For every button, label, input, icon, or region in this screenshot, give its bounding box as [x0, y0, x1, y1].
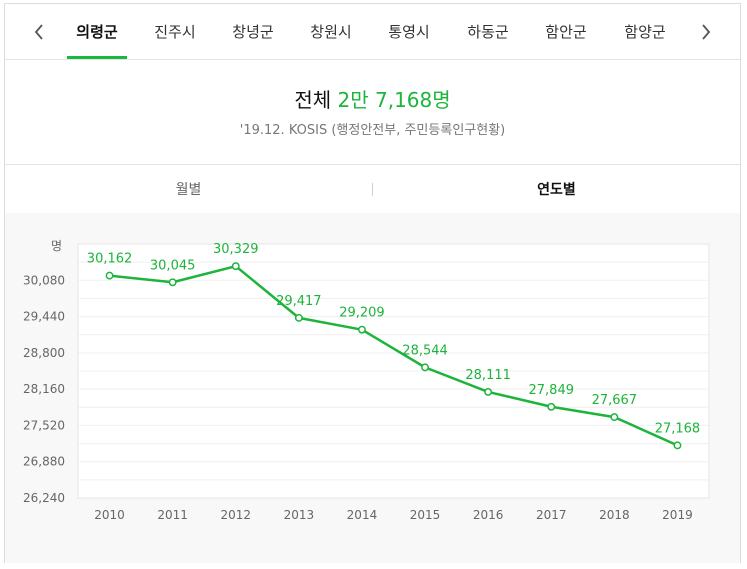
data-point: [105, 271, 114, 280]
y-tick-label: 30,080: [23, 273, 65, 287]
tab-region-4[interactable]: 통영시: [388, 23, 430, 41]
x-tick-label: 2015: [410, 508, 441, 522]
y-unit-label: 명: [51, 239, 62, 253]
tab-region-5[interactable]: 하동군: [467, 23, 509, 41]
population-line-chart: 26,240 26,880 27,520 28,160 28,800 29,440 30,0…: [23, 239, 710, 522]
data-label: 28,111: [465, 368, 511, 383]
data-label: 30,329: [213, 242, 259, 257]
data-point: [610, 413, 619, 422]
total-value: 2만 7,168명: [337, 88, 451, 112]
yearly-option[interactable]: 연도별: [537, 182, 576, 198]
region-tab-bar: 의령군 진주시 창녕군 창원시 통영시 하동군 함안군 함양군: [5, 4, 740, 60]
y-tick-label: 28,800: [23, 346, 65, 360]
data-source: '19.12. KOSIS (행정안전부, 주민등록인구현황): [239, 123, 506, 138]
data-label: 30,162: [87, 252, 133, 267]
x-tick-label: 2011: [157, 508, 188, 522]
x-tick-label: 2012: [220, 508, 251, 522]
monthly-option[interactable]: 월별: [175, 182, 202, 198]
y-tick-label: 28,160: [23, 382, 65, 396]
x-tick-label: 2014: [347, 508, 378, 522]
chevron-left-icon: [34, 23, 43, 40]
data-label: 30,045: [150, 258, 196, 273]
data-point: [168, 278, 177, 287]
x-tick-label: 2013: [284, 508, 315, 522]
series-line: [109, 264, 678, 447]
chevron-right-icon: [702, 23, 711, 40]
data-label: 27,667: [592, 393, 638, 408]
y-tick-label: 29,440: [23, 310, 65, 324]
data-point: [421, 363, 429, 372]
total-label: 전체: [294, 88, 332, 112]
tab-region-7[interactable]: 함양군: [624, 23, 666, 41]
tab-region-2[interactable]: 창녕군: [232, 23, 274, 41]
y-tick-label: 27,520: [23, 418, 65, 432]
tab-region-0[interactable]: 의령군: [67, 4, 127, 59]
y-tick-label: 26,240: [23, 491, 65, 505]
x-tick-label: 2018: [599, 508, 630, 522]
population-widget: 의령군 진주시 창녕군 창원시 통영시 하동군 함안군 함양군 전체 2만 7,…: [4, 3, 741, 563]
x-tick-label: 2019: [662, 508, 693, 522]
x-tick-label: 2016: [473, 508, 504, 522]
data-label: 27,849: [529, 383, 575, 398]
data-point: [484, 387, 493, 396]
period-toggle: 월별 연도별: [5, 164, 740, 214]
data-label: 29,209: [339, 306, 385, 321]
x-tick-label: 2010: [94, 508, 125, 522]
data-point: [294, 313, 303, 322]
data-point: [673, 441, 682, 450]
x-tick-label: 2017: [536, 508, 567, 522]
data-point: [358, 325, 366, 334]
tab-region-1[interactable]: 진주시: [154, 23, 196, 41]
population-total: 전체 2만 7,168명: [5, 84, 740, 113]
next-tabs-button[interactable]: [688, 4, 724, 59]
tab-region-3[interactable]: 창원시: [310, 23, 352, 41]
toggle-divider: [372, 183, 373, 196]
prev-tabs-button[interactable]: [21, 4, 57, 59]
tab-region-6[interactable]: 함안군: [545, 23, 587, 41]
data-label: 27,168: [655, 421, 701, 436]
y-tick-label: 26,880: [23, 455, 65, 469]
chart-area: 26,240 26,880 27,520 28,160 28,800 29,440 30,0…: [5, 213, 740, 563]
data-label: 28,544: [402, 343, 448, 358]
data-point: [547, 402, 556, 411]
data-point: [231, 262, 240, 271]
data-label: 29,417: [276, 294, 322, 309]
